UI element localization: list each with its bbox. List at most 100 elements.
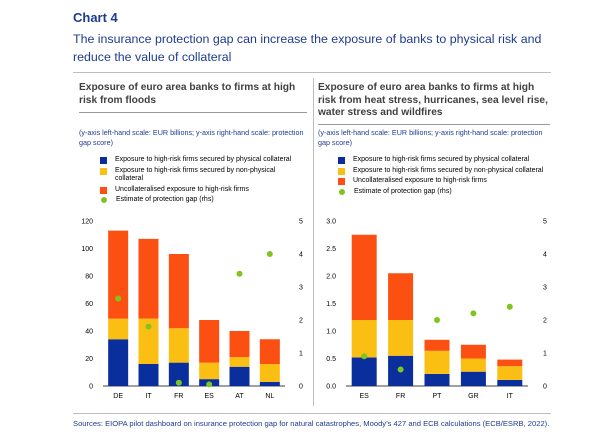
bar-segment [229, 357, 250, 367]
x-tick-label: IT [145, 393, 152, 400]
chart-number: Chart 4 [73, 10, 118, 25]
sources-rest: , Moody’s 427 and ECB calculations (ECB/… [359, 419, 550, 428]
x-tick-label: NL [265, 393, 274, 400]
bar-segment [138, 364, 159, 386]
y2-tick-label: 1 [543, 351, 547, 358]
bar-segment [108, 339, 129, 386]
bar-segment [199, 362, 220, 380]
right-plot: 0.0 0.5 1.0 1.5 2.0 2.5 3.0 0 1 2 3 4 5 ES FR PT GR IT [326, 219, 547, 401]
panel-divider [313, 78, 314, 406]
protection-gap-point [506, 303, 513, 310]
protection-gap-point [115, 295, 122, 302]
bar-segment [460, 371, 486, 386]
bar-segment [229, 366, 250, 386]
legend-swatch-physical [338, 157, 345, 164]
y-tick-label: 60 [85, 301, 93, 308]
protection-gap-point [397, 366, 404, 373]
legend-dot-protection-gap [339, 188, 345, 195]
bottom-rule [73, 413, 551, 414]
protection-gap-point [434, 317, 440, 323]
y2-tick-label: 2 [299, 318, 303, 325]
legend-item-non-physical: Exposure to high-risk firms secured by n… [338, 167, 548, 176]
bar-segment [108, 230, 129, 319]
legend-item-uncollateralised: Uncollateralised exposure to high-risk f… [100, 186, 300, 195]
legend-item-physical: Exposure to high-risk firms secured by p… [338, 156, 548, 165]
legend-label-non-physical: Exposure to high-risk firms secured by n… [353, 166, 544, 174]
protection-gap-point [361, 353, 368, 360]
y-tick-label: 0.0 [326, 384, 336, 391]
y2-tick-label: 5 [543, 219, 547, 226]
protection-gap-point [206, 381, 213, 388]
protection-gap-point [236, 270, 243, 277]
legend-label-protection-gap: Estimate of protection gap (rhs) [354, 187, 452, 195]
legend-item-uncollateralised: Uncollateralised exposure to high-risk f… [338, 177, 548, 186]
bar-segment [424, 350, 450, 374]
left-panel-note: (y-axis left-hand scale: EUR billions; y… [79, 128, 304, 147]
y2-tick-label: 0 [543, 384, 547, 391]
y2-tick-label: 3 [543, 285, 547, 292]
right-panel-note: (y-axis left-hand scale: EUR billions; y… [318, 128, 543, 147]
x-tick-label: FR [396, 393, 405, 400]
y-tick-label: 0 [89, 384, 93, 391]
legend-swatch-uncollateralised [338, 178, 345, 185]
legend-label-uncollateralised: Uncollateralised exposure to high-risk f… [115, 185, 249, 193]
right-panel-title: Exposure of euro area banks to firms at … [318, 82, 548, 118]
bar-segment [259, 381, 280, 386]
y-tick-label: 80 [85, 274, 93, 281]
bar-segment [229, 331, 250, 358]
bar-segment [424, 339, 450, 351]
y-tick-label: 2.5 [326, 246, 336, 253]
y-tick-label: 3.0 [326, 219, 336, 226]
y-tick-label: 1.5 [326, 301, 336, 308]
legend-swatch-non-physical [100, 167, 107, 175]
left-panel-title: Exposure of euro area banks to firms at … [79, 82, 296, 106]
bar-segment [388, 273, 414, 320]
x-tick-label: DE [113, 393, 123, 400]
legend-item-protection-gap: Estimate of protection gap (rhs) [100, 196, 300, 205]
y-tick-label: 100 [81, 246, 93, 253]
y2-tick-label: 1 [299, 351, 303, 358]
y-tick-label: 120 [81, 219, 93, 226]
sources-link-eiopa[interactable]: EIOPA pilot dashboard on insurance prote… [105, 419, 360, 428]
y-tick-label: 2.0 [326, 274, 336, 281]
chart-title: The insurance protection gap can increas… [73, 32, 542, 64]
x-tick-label: IT [507, 393, 514, 400]
bar-segment [351, 320, 377, 358]
y2-tick-label: 4 [543, 252, 547, 259]
bar-segment [168, 254, 189, 329]
y-tick-label: 1.0 [326, 329, 336, 336]
protection-gap-point [266, 251, 273, 257]
legend-label-non-physical: Exposure to high-risk firms secured by n… [115, 166, 276, 183]
protection-gap-point [470, 310, 477, 317]
x-tick-label: FR [174, 393, 183, 400]
legend-swatch-uncollateralised [100, 186, 107, 194]
bar-segment [351, 357, 377, 386]
right-panel-title-rule [318, 124, 550, 125]
y2-tick-label: 4 [299, 252, 303, 259]
bar-segment [388, 320, 414, 356]
top-rule [73, 72, 551, 73]
left-plot: 0 20 40 60 80 100 120 0 1 2 3 4 5 DE IT FR ES AT NL [81, 219, 303, 401]
bar-segment [259, 339, 280, 364]
x-tick-label: GR [468, 393, 479, 400]
y2-tick-label: 0 [299, 384, 303, 391]
x-tick-label: PT [433, 393, 443, 400]
legend-label-protection-gap: Estimate of protection gap (rhs) [116, 196, 214, 203]
legend-label-physical: Exposure to high-risk firms secured by p… [353, 156, 530, 163]
legend-label-physical: Exposure to high-risk firms secured by p… [115, 156, 292, 163]
y2-tick-label: 3 [299, 285, 303, 292]
y-tick-label: 20 [85, 356, 93, 363]
left-legend: Exposure to high-risk firms secured by p… [100, 156, 300, 207]
sources-note: Sources: EIOPA pilot dashboard on insura… [73, 419, 573, 429]
left-panel-title-rule [79, 112, 307, 113]
bar-segment [351, 234, 377, 320]
legend-item-physical: Exposure to high-risk firms secured by p… [100, 156, 300, 165]
bar-segment [199, 320, 220, 363]
bar-segment [497, 379, 523, 386]
bar-segment [424, 373, 450, 386]
protection-gap-point [175, 379, 182, 386]
y2-tick-label: 5 [299, 219, 303, 226]
bar-segment [138, 318, 159, 364]
bar-segment [108, 318, 129, 340]
bar-segment [168, 328, 189, 363]
